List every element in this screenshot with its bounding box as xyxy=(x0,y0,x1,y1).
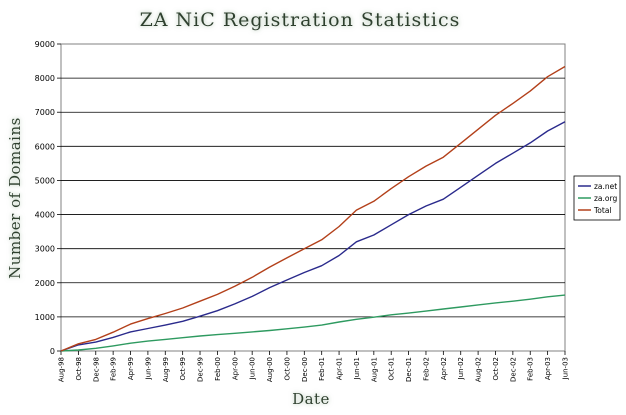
x-tick-label: Dec-99 xyxy=(197,357,205,382)
x-tick-label: Aug-99 xyxy=(162,357,170,382)
x-tick-label: Jun-00 xyxy=(249,357,257,380)
series-line-total xyxy=(60,65,566,352)
x-tick-label: Aug-00 xyxy=(266,357,274,382)
x-tick-label: Feb-02 xyxy=(422,357,430,381)
legend-label: Total xyxy=(593,206,612,215)
x-tick-label: Oct-98 xyxy=(75,357,83,381)
x-axis-ticks: Aug-98 Oct-98 Dec-98 Feb-99 Apr-99 Jun-99 Aug-… xyxy=(58,351,570,382)
y-tick-label: 9000 xyxy=(35,40,55,49)
x-tick-label: Jun-02 xyxy=(457,357,465,380)
x-tick-label: Feb-00 xyxy=(214,357,222,381)
x-tick-label: Feb-01 xyxy=(318,357,326,381)
gridlines xyxy=(61,77,565,318)
series-line-za-net xyxy=(60,121,566,352)
x-tick-label: Apr-00 xyxy=(231,357,239,380)
x-tick-label: Dec-98 xyxy=(92,357,100,382)
plot-area xyxy=(60,43,566,352)
y-tick-label: 2000 xyxy=(35,279,55,288)
x-tick-label: Apr-01 xyxy=(336,357,344,380)
x-tick-label: Apr-03 xyxy=(544,357,552,380)
y-tick-label: 8000 xyxy=(35,74,55,83)
x-tick-label: Oct-01 xyxy=(388,357,396,381)
x-tick-label: Oct-00 xyxy=(283,357,291,381)
legend-label: za.org xyxy=(594,194,617,203)
x-tick-label: Feb-99 xyxy=(110,357,118,381)
x-axis-title: Date xyxy=(292,390,330,408)
x-tick-label: Aug-02 xyxy=(475,357,483,382)
x-tick-label: Dec-01 xyxy=(405,357,413,382)
x-tick-label: Feb-03 xyxy=(527,357,535,381)
x-tick-label: Jun-03 xyxy=(562,357,570,380)
x-tick-label: Oct-02 xyxy=(492,357,500,381)
x-tick-label: Dec-02 xyxy=(509,357,517,382)
y-axis-title: Number of Domains xyxy=(6,117,24,279)
y-tick-label: 6000 xyxy=(35,142,55,151)
x-tick-label: Dec-00 xyxy=(301,357,309,382)
y-tick-label: 1000 xyxy=(35,313,55,322)
chart-title: ZA NiC Registration Statistics xyxy=(140,9,461,31)
series-line-za-org xyxy=(60,294,566,352)
x-tick-label: Jun-99 xyxy=(144,357,152,380)
y-tick-label: 3000 xyxy=(35,245,55,254)
legend: za.net za.org Total xyxy=(573,175,621,221)
x-tick-label: Oct-99 xyxy=(179,357,187,381)
x-tick-label: Aug-98 xyxy=(58,357,66,382)
legend-label: za.net xyxy=(594,182,617,191)
y-axis-ticks: 0 1000 2000 3000 4000 5000 6000 7000 8000 9000 xyxy=(35,40,61,356)
y-tick-label: 7000 xyxy=(35,108,55,117)
x-tick-label: Jun-01 xyxy=(353,357,361,380)
y-tick-label: 5000 xyxy=(35,176,55,185)
x-tick-label: Apr-99 xyxy=(127,357,135,380)
x-tick-label: Apr-02 xyxy=(440,357,448,380)
y-tick-label: 0 xyxy=(50,347,55,356)
x-tick-label: Aug-01 xyxy=(370,357,378,382)
series-lines xyxy=(60,65,566,352)
y-tick-label: 4000 xyxy=(35,211,55,220)
